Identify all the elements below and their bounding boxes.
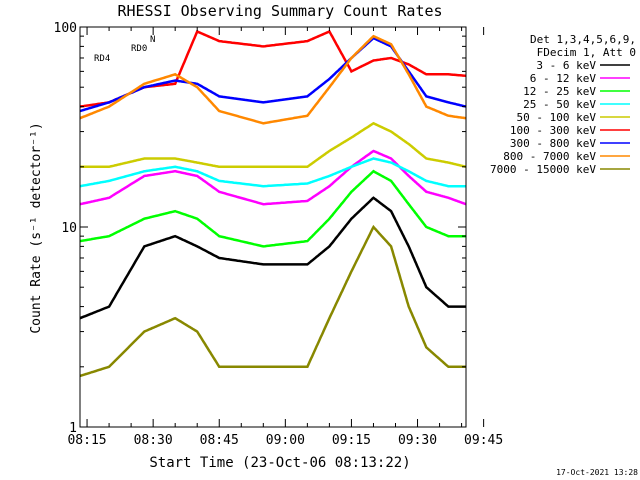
annotation-rd4: RD4 <box>94 54 110 64</box>
legend-header-line-1: Det 1,3,4,5,6,9, <box>530 33 636 46</box>
x-tick-label-0: 08:15 <box>67 433 106 448</box>
x-axis-label: Start Time (23-Oct-06 08:13:22) <box>149 455 410 471</box>
legend-label-0: 3 - 6 keV <box>536 59 596 72</box>
x-tick-label-3: 09:00 <box>266 433 305 448</box>
y-axis-label: Count Rate (s⁻¹ detector⁻¹) <box>29 122 44 333</box>
legend-label-7: 800 - 7000 keV <box>503 150 596 163</box>
x-tick-label-6: 09:45 <box>464 433 503 448</box>
x-tick-label-4: 09:15 <box>332 433 371 448</box>
legend-label-6: 300 - 800 keV <box>510 137 596 150</box>
y-tick-label-1: 10 <box>61 221 77 236</box>
series-line-6 <box>79 36 467 113</box>
series-line-0 <box>79 196 466 320</box>
x-tick-label-1: 08:30 <box>134 433 173 448</box>
legend-label-2: 12 - 25 keV <box>523 85 596 98</box>
legend-label-3: 25 - 50 keV <box>523 98 596 111</box>
series-layer <box>79 29 467 378</box>
timestamp: 17-Oct-2021 13:28 <box>556 468 638 477</box>
legend-label-5: 100 - 300 keV <box>510 124 596 137</box>
annotation-rd0: RD0 <box>131 44 147 54</box>
axes-layer: 1 10 100 08:15 08:30 08:45 09:00 09:15 09:30 09:4… <box>54 21 504 448</box>
y-tick-label-0: 1 <box>69 421 77 436</box>
legend-label-8: 7000 - 15000 keV <box>490 163 596 176</box>
plot-background <box>80 27 466 427</box>
x-tick-label-2: 08:45 <box>200 433 239 448</box>
plot-area <box>80 27 466 427</box>
series-line-8 <box>79 224 466 378</box>
legend-label-4: 50 - 100 keV <box>517 111 597 124</box>
series-line-3 <box>79 157 466 188</box>
series-line-4 <box>80 121 467 169</box>
legend-label-1: 6 - 12 keV <box>530 72 597 85</box>
legend-header-line-2: FDecim 1, Att 0 <box>537 46 636 59</box>
series-line-1 <box>79 149 467 206</box>
series-line-2 <box>79 169 466 248</box>
series-line-5 <box>79 29 466 108</box>
annotation-n: N <box>150 35 155 45</box>
x-tick-label-5: 09:30 <box>398 433 437 448</box>
series-line-7 <box>79 34 467 125</box>
y-tick-label-2: 100 <box>54 21 77 36</box>
chart-title: RHESSI Observing Summary Count Rates <box>117 2 442 20</box>
